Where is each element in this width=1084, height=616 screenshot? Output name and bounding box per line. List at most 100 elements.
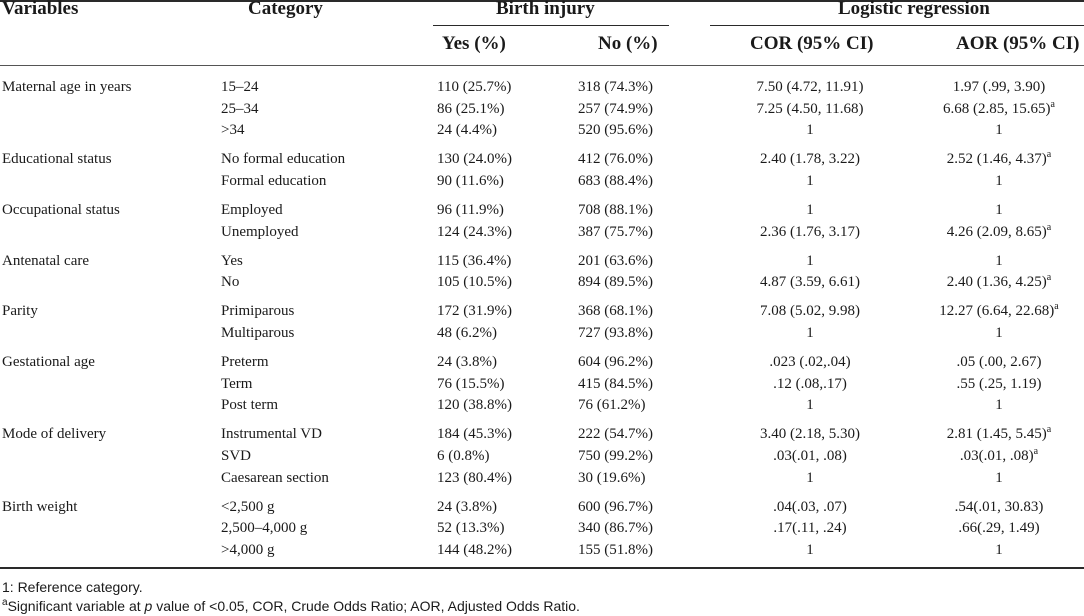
table-row: Gestational age Preterm 24 (3.8%) 604 (96.2… <box>0 351 1084 373</box>
cor-cell: .023 (.02,.04) <box>730 351 890 373</box>
yes-cell: 86 (25.1%) <box>437 98 557 120</box>
category-cell-text: SVD <box>221 448 252 464</box>
yes-cell: 6 (0.8%) <box>437 445 557 467</box>
cor-cell: 1 <box>730 394 890 416</box>
cor-cell-text: 7.08 (5.02, 9.98) <box>760 303 860 320</box>
no-cell: 727 (93.8%) <box>578 322 698 344</box>
aor-cell: 4.26 (2.09, 8.65)a <box>906 221 1084 243</box>
yes-cell-text: 130 (24.0%) <box>437 151 512 168</box>
variable-name-text: Parity <box>2 303 38 320</box>
cor-cell: 7.25 (4.50, 11.68) <box>730 98 890 120</box>
table-row: Formal education 90 (11.6%) 683 (88.4%) 1 1 <box>0 170 1084 192</box>
yes-cell: 184 (45.3%) <box>437 423 557 445</box>
table-row: Educational status No formal education 130… <box>0 148 1084 170</box>
cor-cell: 1 <box>730 119 890 141</box>
aor-cell-text: 2.81 (1.45, 5.45) <box>946 426 1047 443</box>
aor-cell: .03(.01, .08)a <box>906 445 1084 467</box>
category-cell-text: Term <box>221 375 253 392</box>
table-row: 2,500–4,000 g 52 (13.3%) 340 (86.7%) .17(.1… <box>0 517 1084 539</box>
cor-cell: 2.40 (1.78, 3.22) <box>730 148 890 170</box>
table-row: >4,000 g 144 (48.2%) 155 (51.8%) 1 1 <box>0 539 1084 561</box>
no-cell: 708 (88.1%) <box>578 199 698 221</box>
cor-cell-text: 1 <box>806 122 814 139</box>
category-cell: Post term <box>221 394 278 416</box>
cor-cell: 7.50 (4.72, 11.91) <box>730 76 890 98</box>
table-row: SVD 6 (0.8%) 750 (99.2%) .03(.01, .08) .03(.… <box>0 445 1084 467</box>
cor-cell: 4.87 (3.59, 6.61) <box>730 271 890 293</box>
birth-injury-underline <box>433 25 669 26</box>
header-cor: COR (95% CI) <box>750 33 874 54</box>
cor-cell: 1 <box>730 250 890 272</box>
aor-cell: 1 <box>906 170 1084 192</box>
cor-cell: 1 <box>730 539 890 561</box>
category-cell-text: No <box>221 274 240 291</box>
cor-cell-text: 1 <box>806 325 814 341</box>
yes-cell-text: 6 (0.8%) <box>437 448 490 464</box>
category-cell: Instrumental VD <box>221 423 322 445</box>
aor-cell: 2.52 (1.46, 4.37)a <box>906 148 1084 170</box>
significance-marker: a <box>1054 301 1059 313</box>
table-row: Antenatal care Yes 115 (36.4%) 201 (63.6%) 1… <box>0 250 1084 272</box>
no-cell: 201 (63.6%) <box>578 250 698 272</box>
cor-cell-text: 1 <box>806 202 814 218</box>
table-row: Multiparous 48 (6.2%) 727 (93.8%) 1 1 <box>0 322 1084 344</box>
yes-cell: 105 (10.5%) <box>437 271 557 293</box>
category-cell-text: Formal education <box>221 172 327 189</box>
no-cell: 604 (96.2%) <box>578 351 698 373</box>
significance-marker: a <box>1046 272 1052 284</box>
yes-cell: 115 (36.4%) <box>437 250 557 272</box>
no-cell-text: 894 (89.5%) <box>578 274 653 291</box>
category-cell: 25–34 <box>221 98 259 120</box>
variable-name-text: Occupational status <box>2 202 120 218</box>
significance-marker: a <box>1046 221 1052 233</box>
yes-cell-text: 172 (31.9%) <box>437 303 512 320</box>
table-row: Birth weight <2,500 g 24 (3.8%) 600 (96.7%)… <box>0 496 1084 518</box>
aor-cell: 6.68 (2.85, 15.65)a <box>906 98 1084 120</box>
aor-cell: 1.97 (.99, 3.90) <box>906 76 1084 98</box>
aor-cell-text: .55 (.25, 1.19) <box>956 375 1042 392</box>
variable-name: Educational status <box>2 148 112 170</box>
variable-name-text: Mode of delivery <box>2 426 107 443</box>
yes-cell-text: 144 (48.2%) <box>437 541 512 558</box>
footnote-p-italic: p <box>144 598 153 614</box>
category-cell: Yes <box>221 250 243 272</box>
yes-cell: 24 (3.8%) <box>437 496 557 518</box>
category-cell-text: >34 <box>221 122 245 139</box>
aor-cell-text: .03(.01, .08) <box>959 448 1034 464</box>
no-cell-text: 257 (74.9%) <box>578 100 653 117</box>
yes-cell: 76 (15.5%) <box>437 373 557 395</box>
aor-cell: 1 <box>906 394 1084 416</box>
header-aor: AOR (95% CI) <box>956 33 1080 54</box>
no-cell: 30 (19.6%) <box>578 467 698 489</box>
category-cell-text: Post term <box>221 397 279 414</box>
category-cell-text: Caesarean section <box>221 469 329 486</box>
variable-name-text: Gestational age <box>2 354 95 371</box>
no-cell: 415 (84.5%) <box>578 373 698 395</box>
yes-cell: 96 (11.9%) <box>437 199 557 221</box>
category-cell-text: Multiparous <box>221 325 295 341</box>
category-cell: >4,000 g <box>221 539 274 561</box>
yes-cell: 124 (24.3%) <box>437 221 557 243</box>
category-cell: Unemployed <box>221 221 298 243</box>
no-cell: 600 (96.7%) <box>578 496 698 518</box>
no-cell-text: 520 (95.6%) <box>578 122 653 139</box>
cor-cell: 7.08 (5.02, 9.98) <box>730 300 890 322</box>
aor-cell-text: 1 <box>995 172 1003 189</box>
aor-cell-text: 1 <box>995 252 1003 269</box>
category-cell: 2,500–4,000 g <box>221 517 307 539</box>
aor-cell-text: 6.68 (2.85, 15.65) <box>943 100 1051 117</box>
yes-cell-text: 110 (25.7%) <box>437 79 512 95</box>
variable-name-text: Maternal age in years <box>2 79 132 95</box>
category-cell: Term <box>221 373 252 395</box>
yes-cell: 120 (38.8%) <box>437 394 557 416</box>
aor-cell: .66(.29, 1.49) <box>906 517 1084 539</box>
no-cell-text: 412 (76.0%) <box>578 151 653 168</box>
aor-cell-text: 1 <box>995 122 1003 139</box>
aor-cell-text: .66(.29, 1.49) <box>958 520 1040 537</box>
variable-name-text: Antenatal care <box>2 252 90 269</box>
no-cell-text: 368 (68.1%) <box>578 303 653 320</box>
no-cell: 155 (51.8%) <box>578 539 698 561</box>
category-cell-text: Unemployed <box>221 223 299 240</box>
no-cell: 222 (54.7%) <box>578 423 698 445</box>
table-row: Term 76 (15.5%) 415 (84.5%) .12 (.08,.17) .5… <box>0 373 1084 395</box>
